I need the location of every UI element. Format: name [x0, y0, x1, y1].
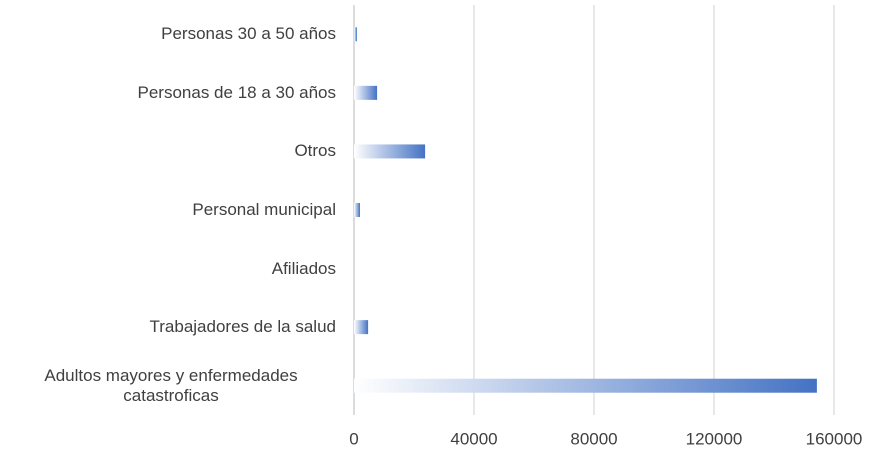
- bar: [354, 27, 357, 42]
- x-tick-label: 40000: [450, 429, 497, 448]
- y-tick-label: Otros: [294, 141, 336, 161]
- bar: [354, 378, 817, 393]
- bar: [354, 203, 360, 217]
- y-tick-label: Afiliados: [271, 258, 336, 278]
- y-tick-label: Personas 30 a 50 años: [161, 24, 336, 44]
- y-tick-label: Personas de 18 a 30 años: [137, 82, 336, 102]
- x-tick-label: 80000: [570, 429, 617, 448]
- bar: [354, 144, 426, 159]
- y-tick-label: Personal municipal: [192, 200, 336, 219]
- x-tick-label: 160000: [806, 429, 863, 448]
- x-tick-label: 0: [349, 429, 358, 448]
- bar: [354, 85, 378, 100]
- bar: [354, 320, 369, 335]
- x-tick-label: 120000: [686, 429, 743, 448]
- y-tick-label: Trabajadores de la salud: [149, 317, 337, 337]
- y-tick-label: Adultos mayores y enfermedades catastrof…: [44, 365, 298, 405]
